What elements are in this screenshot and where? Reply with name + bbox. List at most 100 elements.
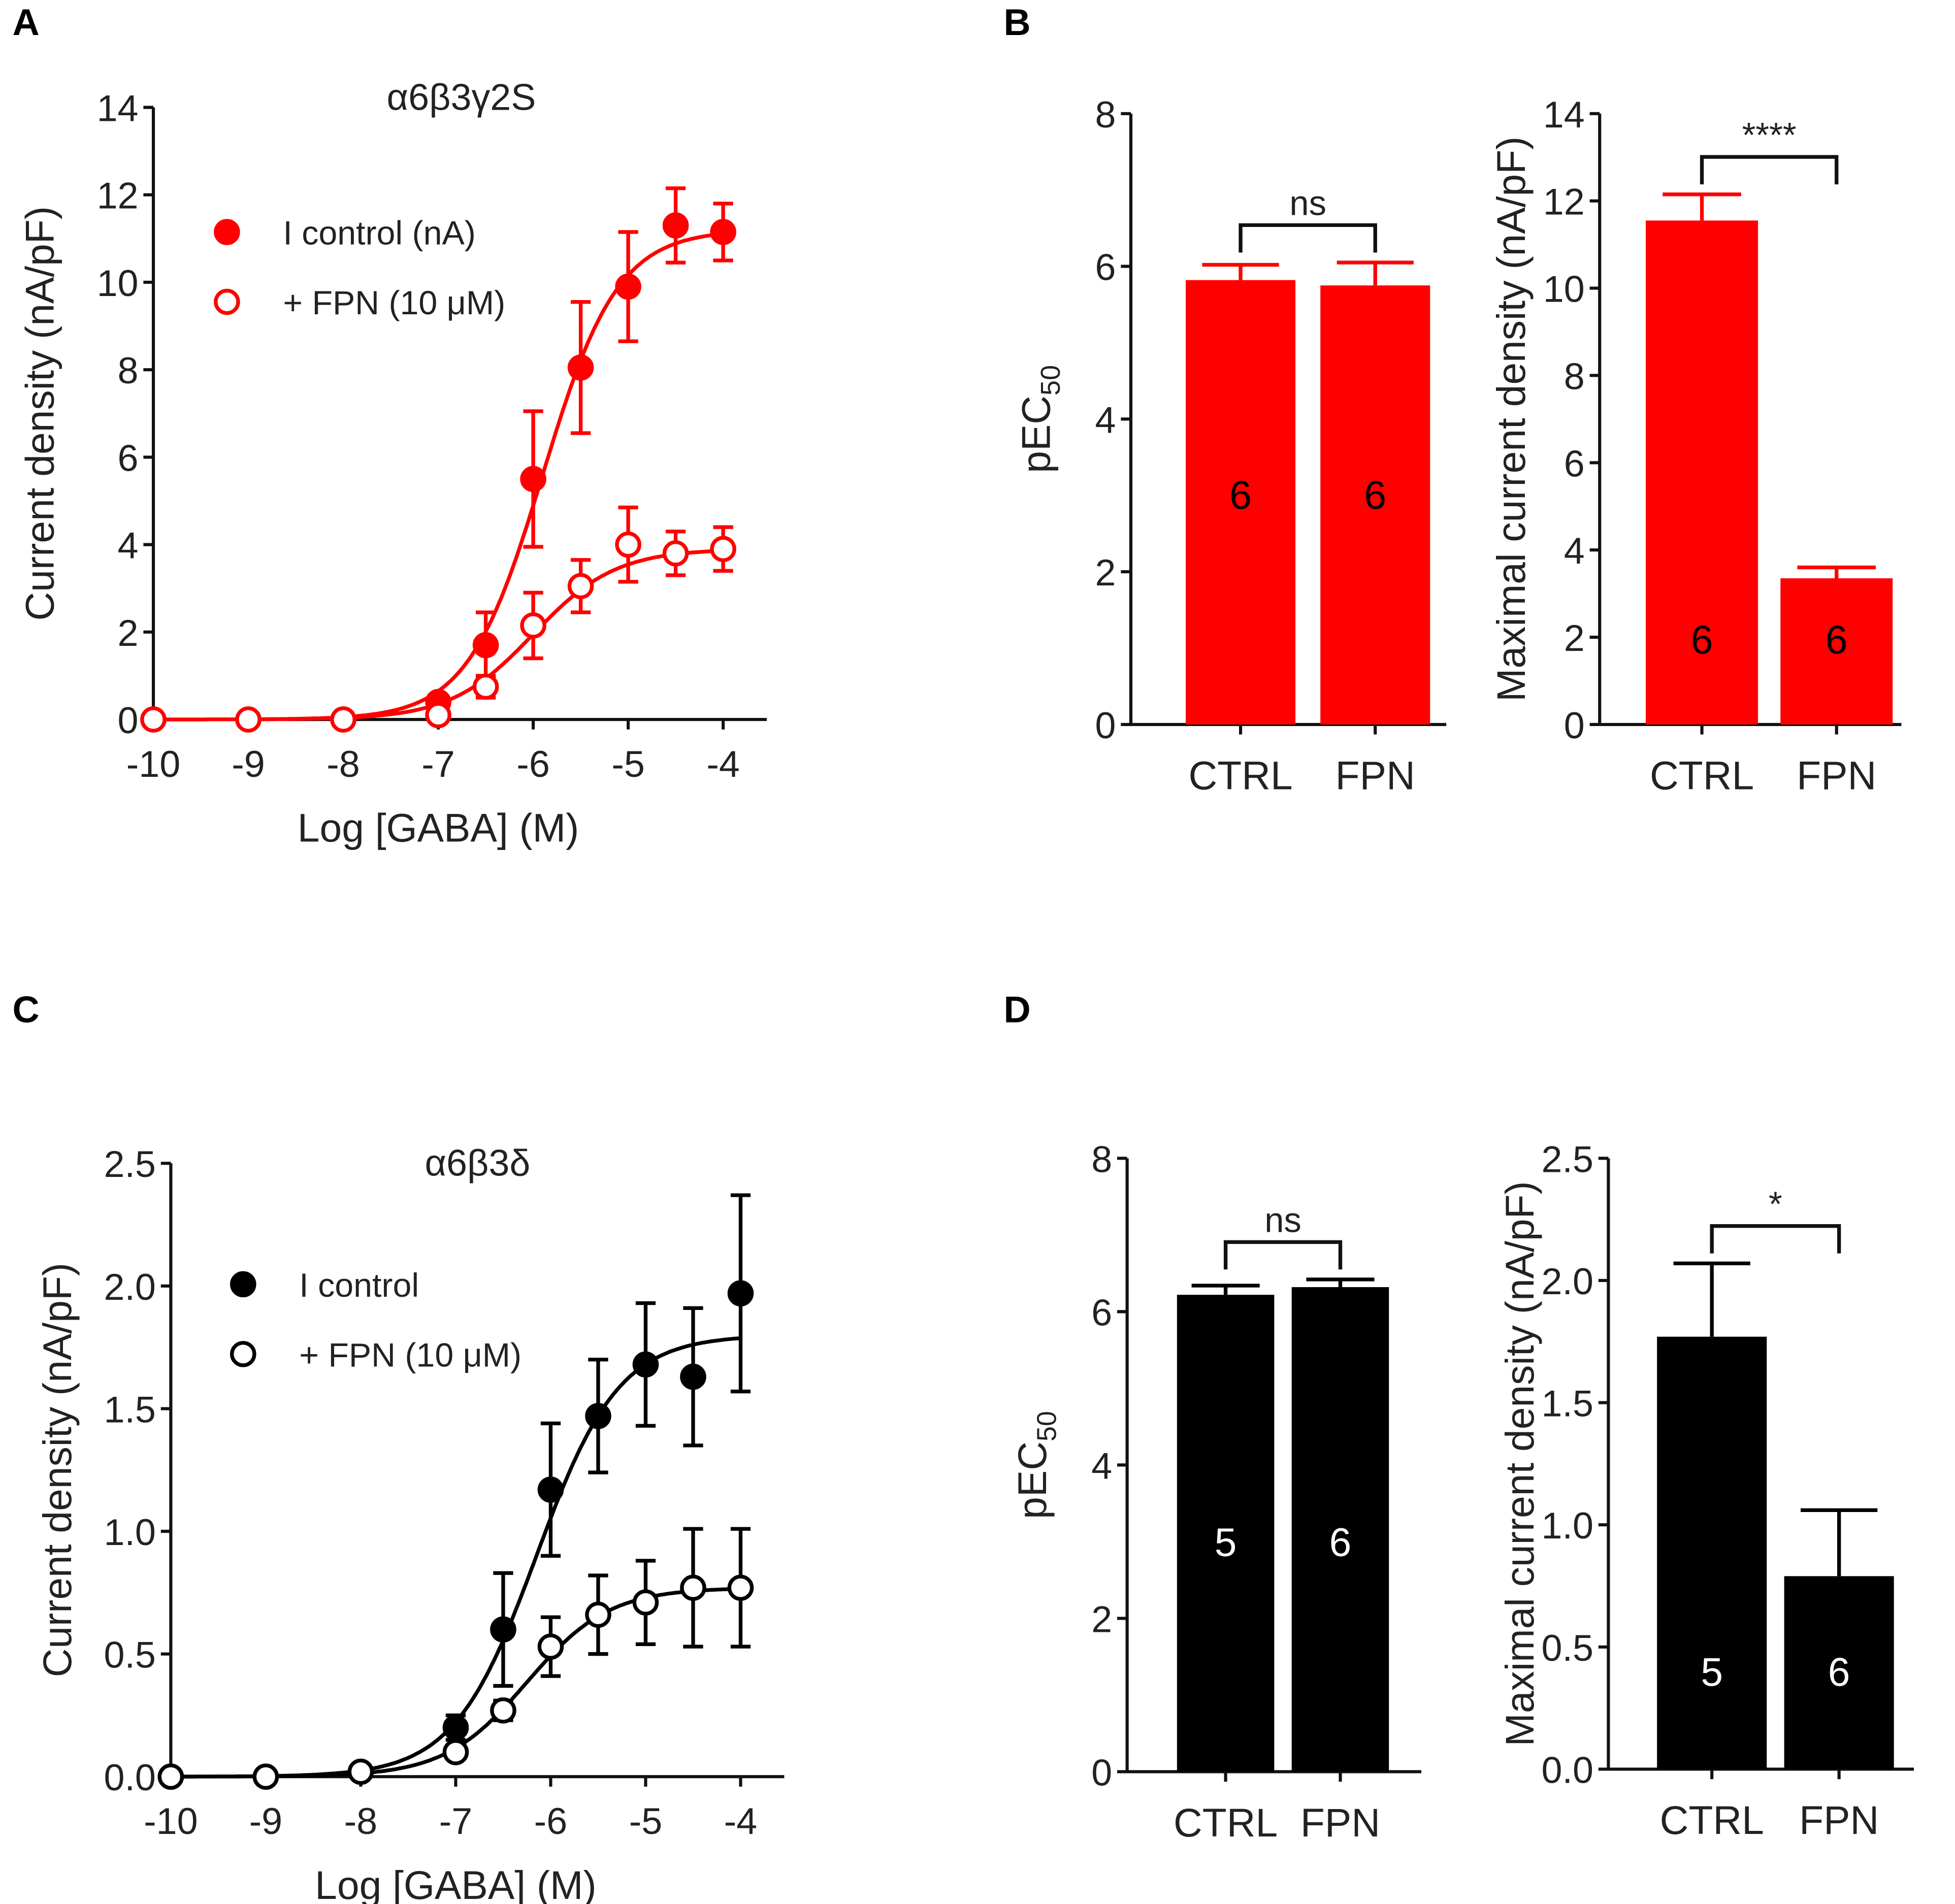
x-tick-label: -10 xyxy=(144,1800,198,1842)
data-point xyxy=(537,1633,564,1660)
data-point xyxy=(425,702,451,729)
y-tick-label: 10 xyxy=(97,262,139,304)
n-label: 6 xyxy=(1329,1520,1352,1565)
y-tick-label: 0 xyxy=(1564,704,1585,746)
legend-marker xyxy=(214,219,240,245)
panel-B-bar-chart-2: 0 2 4 6 8 10 12 14 CTRL 6 FPN 6 **** Maximal current … xyxy=(1489,93,1902,798)
y-tick-label: 2 xyxy=(1095,551,1116,594)
y-tick-label: 4 xyxy=(1091,1445,1112,1487)
x-tick-label: -4 xyxy=(724,1800,758,1842)
data-point xyxy=(680,1574,706,1601)
legend-label: + FPN (10 μM) xyxy=(283,284,505,322)
y-tick-label: 12 xyxy=(1543,181,1585,223)
y-tick-label: 2 xyxy=(118,612,139,654)
data-point xyxy=(567,354,594,381)
y-tick-label: 0.0 xyxy=(104,1756,156,1798)
data-point xyxy=(585,1601,611,1628)
chart-title: α6β3δ xyxy=(425,1142,530,1184)
y-tick-label: 14 xyxy=(1543,93,1585,136)
significance-label: **** xyxy=(1742,115,1797,154)
y-tick-label: 8 xyxy=(118,349,139,391)
y-tick-label: 2 xyxy=(1564,617,1585,659)
y-tick-label: 14 xyxy=(97,87,139,129)
x-tick-label: -5 xyxy=(629,1800,663,1842)
significance-bracket xyxy=(1710,1224,1841,1254)
significance-label: ns xyxy=(1264,1201,1301,1240)
y-tick-label: 0 xyxy=(1095,704,1116,746)
panel-D-bar-chart-4: 0 2 4 6 8 CTRL 5 FPN 6 ns pEC50 xyxy=(1010,1138,1422,1845)
panel-label-A: A xyxy=(13,1,40,43)
bar-FPN xyxy=(1780,578,1893,725)
x-tick-label: -8 xyxy=(327,743,360,785)
data-point xyxy=(710,219,736,245)
significance-bracket xyxy=(1223,1240,1343,1270)
y-axis-label: pEC50 xyxy=(1014,365,1066,473)
y-tick-label: 6 xyxy=(118,437,139,479)
panel-A-chart: 0 2 4 6 8 10 12 14 -10 -9 -8 -7 -6 -5 -4 Log [GABA] (M)… xyxy=(18,76,767,850)
data-point xyxy=(710,536,736,563)
y-axis-label: Current density (nA/pF) xyxy=(35,1263,80,1677)
legend-label: I control (nA) xyxy=(283,215,475,252)
category-label: CTRL xyxy=(1189,753,1293,798)
data-point xyxy=(520,612,546,639)
y-tick-label: 0.0 xyxy=(1542,1749,1593,1791)
data-point xyxy=(157,1763,184,1790)
y-tick-label: 0 xyxy=(1091,1751,1112,1793)
y-tick-label: 4 xyxy=(118,524,139,567)
panel-label-D: D xyxy=(1004,989,1031,1031)
significance-bracket xyxy=(1700,155,1839,185)
data-point xyxy=(727,1574,754,1601)
x-tick-label: -5 xyxy=(611,743,645,785)
y-tick-label: 1.0 xyxy=(104,1511,156,1553)
y-label-subscript: 50 xyxy=(1035,365,1066,396)
panel-label-B: B xyxy=(1004,1,1031,43)
legend-marker xyxy=(230,1271,256,1298)
data-point xyxy=(537,1476,564,1503)
x-tick-label: -7 xyxy=(421,743,455,785)
data-point xyxy=(490,1697,516,1724)
category-label: FPN xyxy=(1335,753,1415,798)
y-tick-label: 4 xyxy=(1095,399,1116,441)
data-point xyxy=(585,1403,611,1429)
bar-FPN xyxy=(1784,1576,1894,1769)
y-axis-label: Maximal current density (nA/pF) xyxy=(1489,137,1534,702)
y-tick-label: 1.0 xyxy=(1542,1504,1593,1547)
significance-bracket xyxy=(1239,223,1377,253)
y-axis-label: Maximal current density (nA/pF) xyxy=(1497,1181,1542,1746)
panel-C-chart: 0.0 0.5 1.0 1.5 2.0 2.5 -10 -9 -8 -7 -6 -5 -4 Log [GA… xyxy=(35,1142,785,1904)
data-point xyxy=(615,531,641,558)
data-point xyxy=(442,1714,469,1741)
x-tick-label: -10 xyxy=(126,743,180,785)
data-point xyxy=(252,1763,279,1790)
data-point xyxy=(472,632,499,659)
y-tick-label: 4 xyxy=(1564,530,1585,572)
x-tick-label: -4 xyxy=(706,743,740,785)
y-label-main: pEC xyxy=(1014,396,1058,473)
bar-FPN xyxy=(1291,1287,1389,1772)
x-axis-label: Log [GABA] (M) xyxy=(315,1863,596,1904)
category-label: FPN xyxy=(1300,1800,1380,1845)
data-point xyxy=(347,1758,374,1785)
y-tick-label: 1.5 xyxy=(1542,1383,1593,1425)
bar-CTRL xyxy=(1177,1295,1275,1772)
bar-CTRL xyxy=(1657,1336,1767,1769)
y-tick-label: 0.5 xyxy=(1542,1627,1593,1669)
legend-label: I control xyxy=(299,1267,419,1304)
y-axis-label: Current density (nA/pF) xyxy=(18,206,62,620)
data-point xyxy=(727,1280,754,1307)
significance-label: ns xyxy=(1289,184,1326,223)
y-tick-label: 2.0 xyxy=(104,1266,156,1308)
data-point xyxy=(662,540,689,567)
data-point xyxy=(442,1739,469,1765)
legend-marker xyxy=(230,1341,256,1367)
y-tick-label: 6 xyxy=(1091,1291,1112,1333)
y-tick-label: 1.5 xyxy=(104,1388,156,1430)
y-tick-label: 6 xyxy=(1564,442,1585,484)
data-point xyxy=(235,706,262,733)
data-point xyxy=(632,1351,659,1378)
bar-CTRL xyxy=(1646,220,1758,725)
x-tick-label: -8 xyxy=(344,1800,377,1842)
data-point xyxy=(490,1616,516,1643)
panel-B-bar-chart-1: 0 2 4 6 8 CTRL 6 FPN 6 ns pEC50 xyxy=(1014,93,1447,798)
